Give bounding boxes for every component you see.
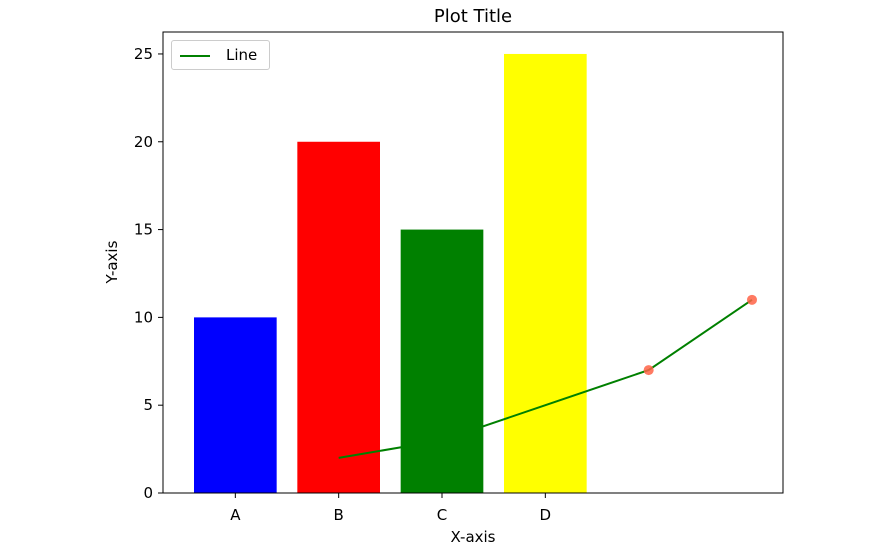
line-series (338, 298, 753, 459)
plot-frame (162, 31, 784, 494)
bar-a (194, 317, 277, 493)
y-tick-label: 25 (134, 45, 153, 63)
x-tick-label: C (437, 506, 447, 524)
legend-label-line: Line (226, 46, 258, 64)
y-tick-label: 20 (134, 133, 153, 151)
y-axis-label: Y-axis (103, 240, 121, 284)
scatter-point (747, 294, 757, 305)
bar-d (504, 53, 587, 493)
x-tick-label: D (540, 506, 552, 524)
y-tick-label: 0 (143, 484, 153, 502)
y-tick-label: 10 (134, 308, 153, 326)
y-tick-label: 15 (134, 221, 153, 239)
bar-b (297, 141, 380, 493)
bar-c (400, 229, 484, 494)
x-axis-label: X-axis (451, 528, 496, 546)
chart-title: Plot Title (434, 6, 512, 27)
x-tick-label: B (334, 506, 344, 524)
x-tick-label: A (230, 506, 241, 524)
legend-line-swatch (180, 55, 210, 57)
y-tick-label: 5 (143, 396, 153, 414)
legend: Line (171, 40, 270, 70)
scatter-point (643, 365, 654, 376)
